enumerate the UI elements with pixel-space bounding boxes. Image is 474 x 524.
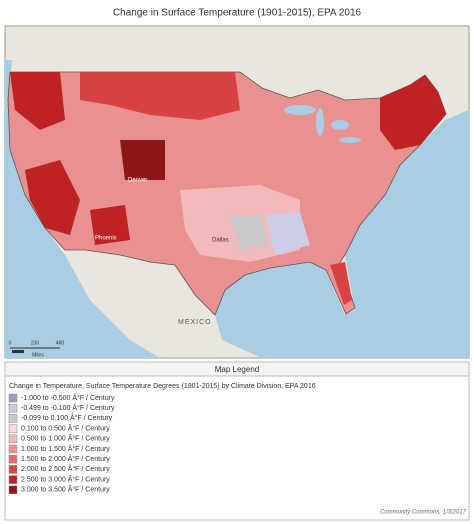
region [80, 72, 240, 120]
great-lake [284, 105, 316, 115]
pacific-ocean [5, 60, 160, 358]
scale-tick-label: 460 [56, 340, 65, 346]
legend-swatch [8, 424, 18, 433]
legend-label: -0.499 to -0.100 Â°F / Century [21, 403, 115, 412]
great-lake [316, 108, 324, 136]
map[interactable]: Denver Phoenix Dallas MEXICO Miles 0 230 4… [4, 25, 470, 359]
legend-label: 3.000 to 3.500 Â°F / Century [21, 485, 110, 494]
region [330, 262, 352, 305]
legend-label: 2.000 to 2.500 Â°F / Century [21, 464, 110, 473]
atlantic-gulf [215, 110, 469, 358]
scale-unit [12, 350, 24, 353]
scale-unit-label: Miles [32, 352, 44, 358]
legend-swatch [8, 444, 18, 454]
legend-label: 2.500 to 3.000 Â°F / Century [21, 474, 110, 483]
legend-items: -1.000 to -0.500 Â°F / Century-0.499 to … [8, 393, 115, 495]
legend-swatch [8, 465, 18, 474]
legend-subtitle: Change in Temperature, Surface Temperatu… [9, 383, 316, 390]
scale-tick-label: 230 [31, 340, 40, 346]
region [25, 160, 80, 235]
legend-swatch [8, 485, 18, 495]
legend-label: 1.000 to 1.500 Â°F / Century [21, 444, 110, 453]
legend-label: -1.000 to -0.500 Â°F / Century [21, 393, 115, 402]
legend-swatch [8, 393, 18, 403]
title: Change in Surface Temperature (1901-2015… [113, 8, 362, 19]
map-label: MEXICO [178, 319, 212, 326]
great-lake [339, 137, 361, 143]
region [120, 140, 165, 180]
scale-bar: Miles 0 230 460 [9, 340, 65, 358]
legend-swatch [8, 475, 18, 484]
legend-header-bar [4, 361, 470, 377]
region [10, 72, 65, 130]
legend-label: -0.099 to 0.100 Â°F / Century [21, 413, 113, 422]
region [90, 205, 130, 245]
footer: Community Commons, 1/3/2017 [380, 510, 467, 516]
map-label: Dallas [212, 238, 229, 244]
map-label: Phoenix [95, 236, 117, 242]
legend-label: 1.500 to 2.000 Â°F / Century [21, 454, 110, 463]
legend-label: 0.100 to 0.500 Â°F / Century [21, 423, 110, 432]
legend-swatch [8, 403, 18, 413]
legend-label: 0.500 to 1.000 Â°F / Century [21, 434, 110, 443]
legend-swatch [8, 454, 18, 464]
legend-header: Map Legend [215, 365, 259, 374]
region [380, 75, 446, 150]
legend-swatch [8, 414, 18, 423]
region [230, 215, 268, 250]
legend-panel [4, 361, 470, 521]
region [265, 212, 310, 255]
map-label: Denver [128, 178, 147, 184]
scale-tick-label: 0 [9, 340, 12, 346]
legend-swatch [8, 434, 18, 444]
great-lake [331, 120, 349, 130]
